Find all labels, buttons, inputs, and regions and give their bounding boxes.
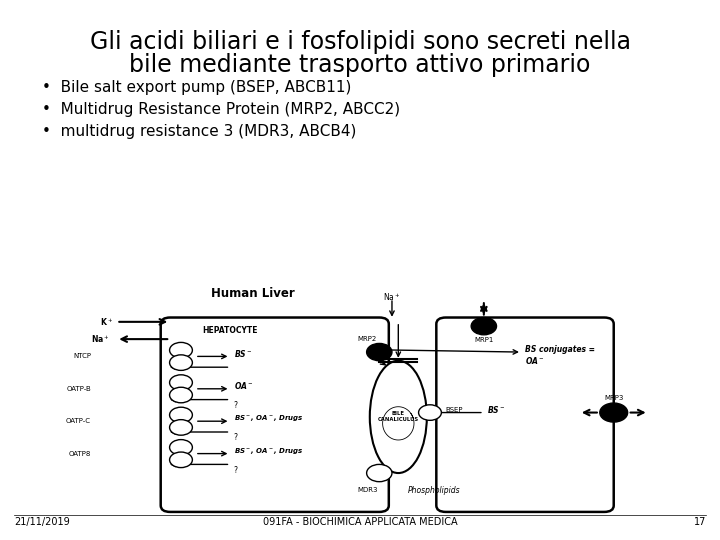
Text: MRP3: MRP3 — [604, 395, 624, 401]
Text: BS$^-$: BS$^-$ — [233, 348, 252, 359]
Circle shape — [170, 355, 192, 370]
Ellipse shape — [370, 361, 427, 473]
FancyBboxPatch shape — [436, 318, 613, 512]
Text: BS conjugates =: BS conjugates = — [525, 346, 595, 354]
Text: BS$^-$, OA$^-$, Drugs: BS$^-$, OA$^-$, Drugs — [233, 446, 303, 456]
Text: BS$^-$: BS$^-$ — [487, 404, 505, 415]
Text: OATP-C: OATP-C — [66, 418, 91, 424]
Text: Na$^+$: Na$^+$ — [383, 292, 401, 303]
Text: •  Multidrug Resistance Protein (MRP2, ABCC2): • Multidrug Resistance Protein (MRP2, AB… — [42, 102, 400, 117]
Text: Phospholipids: Phospholipids — [408, 486, 460, 495]
Text: OATP8: OATP8 — [68, 450, 91, 457]
Text: BSEP: BSEP — [446, 407, 464, 413]
Text: 091FA - BIOCHIMICA APPLICATA MEDICA: 091FA - BIOCHIMICA APPLICATA MEDICA — [263, 517, 457, 527]
Circle shape — [170, 420, 192, 435]
Circle shape — [366, 464, 392, 482]
Text: 17: 17 — [693, 517, 706, 527]
Text: Gli acidi biliari e i fosfolipidi sono secreti nella: Gli acidi biliari e i fosfolipidi sono s… — [89, 30, 631, 54]
Text: ?: ? — [233, 433, 238, 442]
Circle shape — [170, 342, 192, 358]
Circle shape — [471, 318, 497, 335]
Text: OA$^-$: OA$^-$ — [233, 380, 253, 392]
Text: OA$^-$: OA$^-$ — [525, 355, 544, 366]
Text: MRP2: MRP2 — [357, 336, 377, 342]
Text: NTCP: NTCP — [73, 353, 91, 360]
Text: ?: ? — [233, 401, 238, 410]
Text: 21/11/2019: 21/11/2019 — [14, 517, 70, 527]
Circle shape — [170, 407, 192, 423]
Text: MDR3: MDR3 — [357, 487, 377, 494]
Text: bile mediante trasporto attivo primario: bile mediante trasporto attivo primario — [130, 53, 590, 77]
Circle shape — [170, 375, 192, 390]
Circle shape — [170, 440, 192, 455]
Circle shape — [418, 405, 441, 420]
Circle shape — [170, 452, 192, 468]
Text: BS$^-$, OA$^-$, Drugs: BS$^-$, OA$^-$, Drugs — [233, 413, 303, 423]
Text: ?: ? — [233, 465, 238, 475]
Text: Na$^+$: Na$^+$ — [91, 333, 110, 345]
FancyBboxPatch shape — [161, 318, 389, 512]
Text: K$^+$: K$^+$ — [100, 316, 113, 328]
Circle shape — [600, 403, 628, 422]
Circle shape — [170, 387, 192, 403]
Text: HEPATOCYTE: HEPATOCYTE — [202, 326, 258, 335]
Text: •  Bile salt export pump (BSEP, ABCB11): • Bile salt export pump (BSEP, ABCB11) — [42, 80, 351, 95]
Text: BILE
CANALICULUS: BILE CANALICULUS — [378, 411, 419, 422]
Text: Human Liver: Human Liver — [212, 287, 295, 300]
Text: OATP-B: OATP-B — [66, 386, 91, 392]
Text: MRP1: MRP1 — [474, 337, 493, 343]
Text: •  multidrug resistance 3 (MDR3, ABCB4): • multidrug resistance 3 (MDR3, ABCB4) — [42, 124, 356, 139]
Circle shape — [366, 343, 392, 361]
